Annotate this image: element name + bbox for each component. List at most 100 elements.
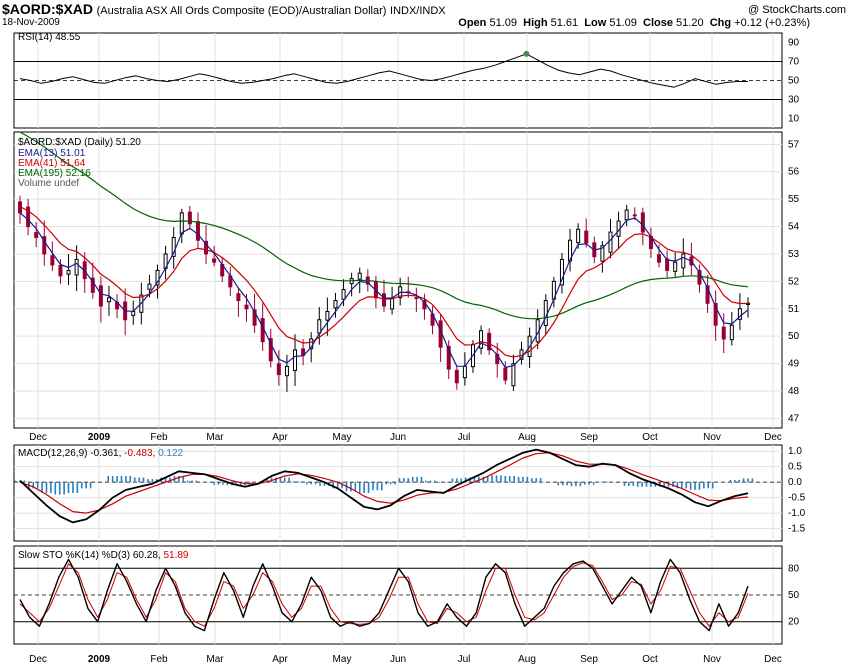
y-tick-label: 1.0	[788, 446, 802, 457]
candle-body	[390, 297, 395, 310]
x-tick-label: Feb	[150, 654, 168, 665]
macd-legend-main: MACD(12,26,9)	[18, 448, 87, 459]
x-tick-label: Dec	[764, 654, 782, 665]
open-value: 51.09	[489, 17, 517, 29]
candle-body	[705, 285, 710, 304]
candle-body	[414, 297, 419, 300]
y-tick-label: 56	[788, 167, 800, 178]
candle-body	[713, 303, 718, 326]
y-tick-label: 0.5	[788, 462, 802, 473]
ema13-line	[19, 212, 749, 369]
y-tick-label: 52	[788, 276, 800, 287]
sto-k-line	[19, 558, 749, 632]
candle-body	[325, 311, 330, 321]
candle-body	[454, 369, 459, 384]
quote-summary: Open 51.09 High 51.61 Low 51.09 Close 51…	[458, 17, 810, 29]
open-label: Open	[458, 17, 487, 29]
x-tick-label: Aug	[518, 654, 536, 665]
candle-body	[503, 367, 508, 381]
y-tick-label: 90	[788, 38, 800, 49]
y-tick-label: 80	[788, 563, 800, 574]
y-tick-label: 51	[788, 304, 800, 315]
y-tick-label: 49	[788, 359, 800, 370]
y-tick-label: 57	[788, 139, 800, 150]
x-tick-label: 2009	[88, 432, 111, 443]
x-tick-label: Feb	[150, 432, 168, 443]
candle-body	[737, 308, 742, 320]
candle-body	[729, 324, 734, 341]
macd-legend-v2: -0.483,	[124, 448, 155, 459]
price-legend: $AORD:$XAD (Daily) 51.20	[18, 137, 141, 148]
description-label: (Australia ASX All Ords Composite (EOD)/…	[96, 5, 387, 17]
candle-body	[511, 363, 516, 387]
candle-body	[244, 304, 249, 310]
candle-body	[382, 293, 386, 307]
candle-body	[673, 261, 678, 272]
y-tick-label: -0.5	[788, 493, 806, 504]
candle-body	[559, 258, 564, 286]
y-tick-label: 0.0	[788, 477, 802, 488]
y-tick-label: 50	[788, 590, 800, 601]
rsi-overbought-marker	[523, 50, 530, 57]
x-tick-label: Dec	[29, 654, 47, 665]
candle-body	[584, 230, 589, 244]
candle-body	[90, 277, 95, 293]
candle-body	[58, 265, 63, 277]
x-tick-label: Oct	[642, 654, 658, 665]
candle-body	[147, 283, 152, 290]
x-tick-label: Mar	[206, 432, 224, 443]
candle-body	[26, 206, 31, 228]
macd-legend-v1: -0.361,	[90, 448, 121, 459]
ema195-legend: EMA(195) 52.16	[18, 168, 91, 179]
candle-body	[42, 236, 47, 255]
candle-body	[446, 345, 451, 370]
rsi-line	[19, 53, 748, 88]
candle-body	[268, 338, 273, 362]
y-tick-label: 47	[788, 413, 800, 424]
candle-body	[131, 311, 136, 316]
macd-line	[19, 448, 749, 524]
low-value: 51.09	[609, 17, 637, 29]
x-tick-label: Jun	[390, 654, 406, 665]
candle-body	[284, 365, 289, 377]
x-tick-label: Nov	[703, 432, 721, 443]
high-label: High	[523, 17, 548, 29]
sto-legend-v2: 51.89	[163, 550, 188, 561]
x-tick-label: Jul	[458, 654, 471, 665]
candle-body	[333, 300, 338, 309]
chg-value: +0.12 (+0.23%)	[734, 17, 810, 29]
ema13-legend: EMA(13) 51.01	[18, 148, 86, 159]
candle-body	[632, 214, 637, 217]
candle-body	[171, 237, 176, 257]
ema41-legend: EMA(41) 51.64	[18, 158, 86, 169]
candle-body	[317, 319, 322, 334]
sto-legend-v1: 60.28,	[133, 550, 161, 561]
sto-legend-main: Slow STO %K(14) %D(3)	[18, 550, 130, 561]
candle-body	[600, 245, 605, 262]
y-tick-label: 53	[788, 249, 800, 260]
candle-body	[657, 254, 662, 263]
macd-legend: MACD(12,26,9) -0.361, -0.483, 0.122	[18, 448, 184, 459]
y-tick-label: 10	[788, 114, 800, 125]
x-tick-label: Apr	[272, 432, 288, 443]
close-value: 51.20	[676, 17, 704, 29]
x-tick-label: Dec	[764, 432, 782, 443]
y-tick-label: 20	[788, 617, 800, 628]
y-tick-label: 48	[788, 386, 800, 397]
x-tick-label: Apr	[272, 654, 288, 665]
y-tick-label: -1.5	[788, 524, 806, 535]
y-tick-label: 50	[788, 331, 800, 342]
macd-signal-line	[19, 452, 749, 514]
candle-body	[236, 293, 241, 302]
low-label: Low	[584, 17, 607, 29]
candle-body	[681, 253, 686, 269]
rsi-legend: RSI(14) 48.55	[18, 32, 81, 43]
x-tick-label: Nov	[703, 654, 721, 665]
candle-body	[576, 228, 581, 244]
x-tick-label: Sep	[580, 432, 598, 443]
x-tick-label: Aug	[518, 432, 536, 443]
candle-body	[187, 211, 192, 225]
candle-body	[155, 269, 160, 286]
close-label: Close	[643, 17, 673, 29]
